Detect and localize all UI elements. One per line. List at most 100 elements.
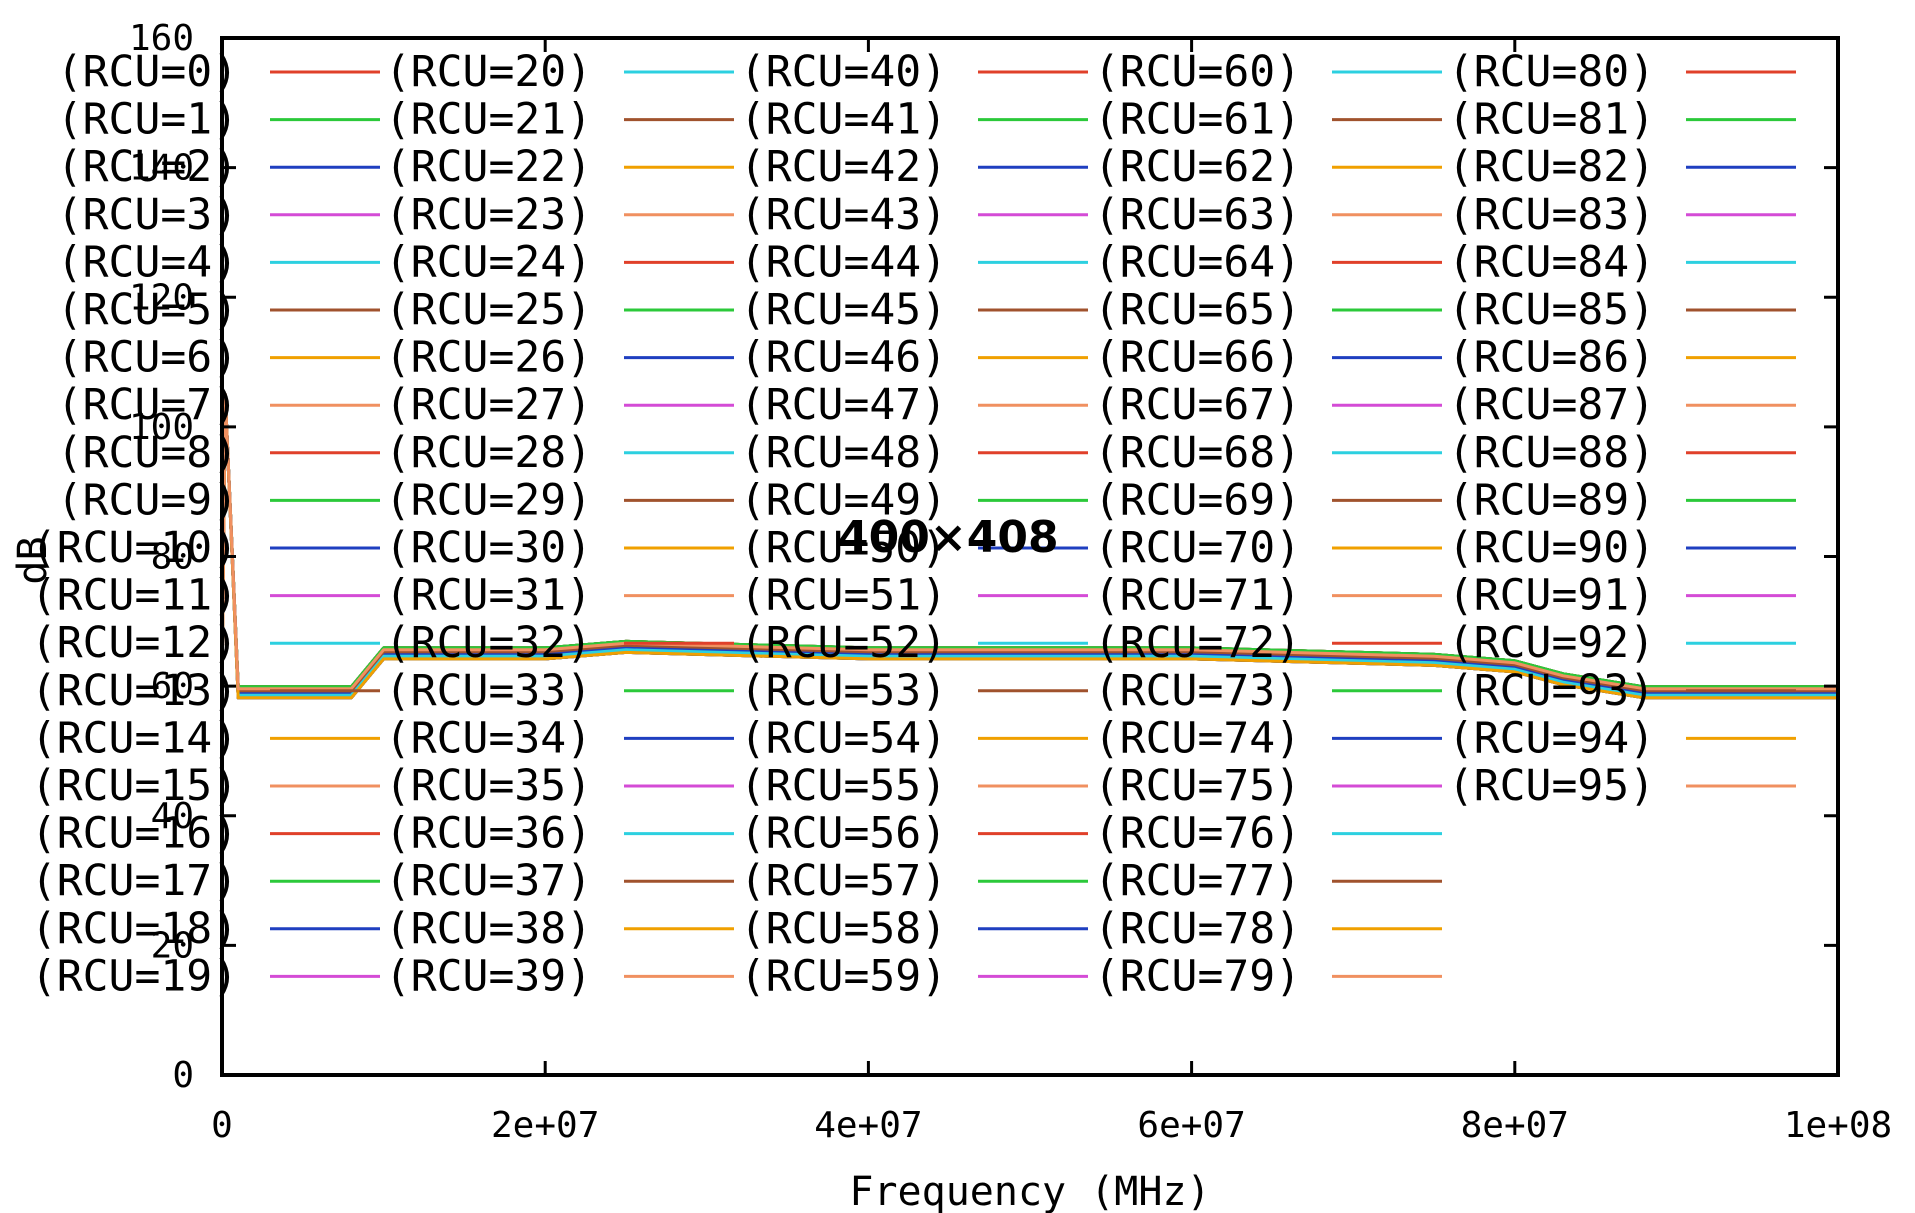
legend-label: (RCU=22) <box>385 142 592 192</box>
legend-label: (RCU=1) <box>57 95 238 145</box>
legend-label: (RCU=49) <box>740 475 947 525</box>
legend-label: (RCU=5) <box>57 285 238 335</box>
legend-label: (RCU=16) <box>31 809 238 859</box>
legend-label: (RCU=54) <box>740 713 947 763</box>
series-line <box>220 393 1838 697</box>
legend-label: (RCU=45) <box>740 285 947 335</box>
legend-label: (RCU=90) <box>1448 523 1655 573</box>
legend-label: (RCU=3) <box>57 190 238 240</box>
legend-label: (RCU=18) <box>31 904 238 954</box>
legend-label: (RCU=17) <box>31 856 238 906</box>
y-tick-label: 60 <box>151 666 194 707</box>
series-line <box>220 393 1838 693</box>
legend-label: (RCU=34) <box>385 713 592 763</box>
legend-label: (RCU=83) <box>1448 190 1655 240</box>
legend-label: (RCU=63) <box>1094 190 1301 240</box>
legend-label: (RCU=69) <box>1094 475 1301 525</box>
series-line <box>220 393 1838 700</box>
legend-label: (RCU=55) <box>740 761 947 811</box>
y-tick-label: 120 <box>129 277 194 318</box>
legend-label: (RCU=11) <box>31 571 238 621</box>
legend-label: (RCU=87) <box>1448 380 1655 430</box>
legend-label: (RCU=35) <box>385 761 592 811</box>
legend-label: (RCU=38) <box>385 904 592 954</box>
legend-label: (RCU=50) <box>740 523 947 573</box>
legend-label: (RCU=47) <box>740 380 947 430</box>
legend-label: (RCU=66) <box>1094 333 1301 383</box>
legend-label: (RCU=92) <box>1448 618 1655 668</box>
legend-label: (RCU=95) <box>1448 761 1655 811</box>
legend-label: (RCU=62) <box>1094 142 1301 192</box>
legend-label: (RCU=88) <box>1448 428 1655 478</box>
legend-label: (RCU=57) <box>740 856 947 906</box>
legend-label: (RCU=81) <box>1448 95 1655 145</box>
legend-label: (RCU=24) <box>385 237 592 287</box>
y-tick-label: 160 <box>129 18 194 59</box>
legend-label: (RCU=75) <box>1094 761 1301 811</box>
legend-label: (RCU=36) <box>385 809 592 859</box>
legend-label: (RCU=68) <box>1094 428 1301 478</box>
legend-label: (RCU=14) <box>31 713 238 763</box>
legend-label: (RCU=56) <box>740 809 947 859</box>
legend-label: (RCU=15) <box>31 761 238 811</box>
legend-label: (RCU=37) <box>385 856 592 906</box>
x-tick-label: 8e+07 <box>1461 1105 1569 1146</box>
legend-label: (RCU=85) <box>1448 285 1655 335</box>
legend-label: (RCU=0) <box>57 47 238 97</box>
legend-label: (RCU=46) <box>740 333 947 383</box>
legend-label: (RCU=89) <box>1448 475 1655 525</box>
x-axis-title: Frequency (MHz) <box>849 1169 1210 1213</box>
legend-label: (RCU=93) <box>1448 666 1655 716</box>
legend: (RCU=0)(RCU=1)(RCU=2)(RCU=3)(RCU=4)(RCU=… <box>31 47 1796 1001</box>
legend-label: (RCU=52) <box>740 618 947 668</box>
legend-label: (RCU=8) <box>57 428 238 478</box>
legend-label: (RCU=19) <box>31 951 238 1001</box>
legend-label: (RCU=70) <box>1094 523 1301 573</box>
y-tick-label: 80 <box>151 537 194 578</box>
legend-label: (RCU=41) <box>740 95 947 145</box>
legend-label: (RCU=12) <box>31 618 238 668</box>
legend-label: (RCU=33) <box>385 666 592 716</box>
legend-label: (RCU=59) <box>740 951 947 1001</box>
legend-label: (RCU=51) <box>740 571 947 621</box>
legend-label: (RCU=6) <box>57 333 238 383</box>
legend-label: (RCU=25) <box>385 285 592 335</box>
legend-label: (RCU=77) <box>1094 856 1301 906</box>
legend-label: (RCU=64) <box>1094 237 1301 287</box>
legend-label: (RCU=65) <box>1094 285 1301 335</box>
series-line <box>220 393 1838 693</box>
legend-label: (RCU=29) <box>385 475 592 525</box>
legend-label: (RCU=74) <box>1094 713 1301 763</box>
legend-label: (RCU=76) <box>1094 809 1301 859</box>
legend-label: (RCU=2) <box>57 142 238 192</box>
legend-label: (RCU=28) <box>385 428 592 478</box>
x-tick-label: 2e+07 <box>491 1105 599 1146</box>
legend-label: (RCU=40) <box>740 47 947 97</box>
x-tick-label: 1e+08 <box>1784 1105 1892 1146</box>
series-line <box>220 393 1838 695</box>
legend-label: (RCU=67) <box>1094 380 1301 430</box>
legend-label: (RCU=80) <box>1448 47 1655 97</box>
y-tick-label: 40 <box>151 796 194 837</box>
legend-label: (RCU=7) <box>57 380 238 430</box>
y-tick-label: 140 <box>129 148 194 189</box>
legend-label: (RCU=13) <box>31 666 238 716</box>
legend-label: (RCU=43) <box>740 190 947 240</box>
legend-label: (RCU=9) <box>57 475 238 525</box>
legend-label: (RCU=26) <box>385 333 592 383</box>
legend-label: (RCU=20) <box>385 47 592 97</box>
legend-label: (RCU=53) <box>740 666 947 716</box>
legend-label: (RCU=78) <box>1094 904 1301 954</box>
y-tick-label: 20 <box>151 925 194 966</box>
legend-label: (RCU=79) <box>1094 951 1301 1001</box>
legend-label: (RCU=73) <box>1094 666 1301 716</box>
legend-label: (RCU=48) <box>740 428 947 478</box>
overlay-dimension-label: 400×408 <box>838 512 1059 563</box>
legend-label: (RCU=10) <box>31 523 238 573</box>
legend-label: (RCU=21) <box>385 95 592 145</box>
y-tick-label: 0 <box>172 1055 194 1096</box>
legend-label: (RCU=58) <box>740 904 947 954</box>
legend-label: (RCU=27) <box>385 380 592 430</box>
legend-label: (RCU=42) <box>740 142 947 192</box>
